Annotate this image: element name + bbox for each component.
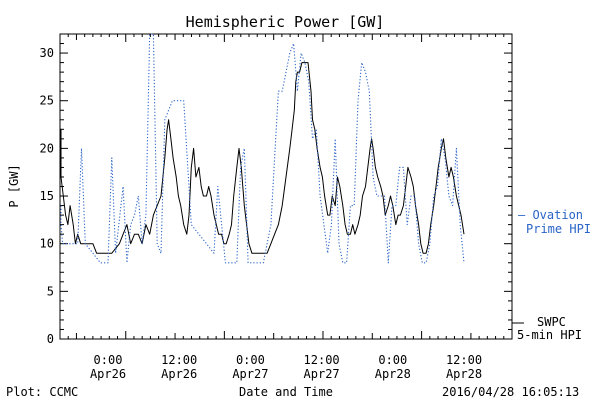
plot-border xyxy=(59,33,513,340)
series-line-swpc xyxy=(60,62,465,254)
x-tick-time: 12:00 xyxy=(446,353,482,367)
x-tick-date: Apr27 xyxy=(304,367,340,381)
series-layer xyxy=(60,33,465,264)
legend: — Ovation Prime HPI SWPC 5-min HPI xyxy=(512,208,591,342)
plot-frame xyxy=(59,33,513,340)
x-tick-date: Apr26 xyxy=(161,367,197,381)
y-tick-label: 25 xyxy=(40,94,54,108)
y-axis: 0 5 10 15 20 25 30 xyxy=(40,33,512,346)
x-tick-date: Apr28 xyxy=(446,367,482,381)
legend-ovation-line2: Prime HPI xyxy=(526,222,591,236)
x-tick-time: 0:00 xyxy=(94,353,123,367)
x-tick-date: Apr26 xyxy=(90,367,126,381)
x-axis-label: Date and Time xyxy=(239,385,333,399)
x-tick-date: Apr27 xyxy=(232,367,268,381)
footer-timestamp: 2016/04/28 16:05:13 xyxy=(442,385,579,399)
series-line-ovation xyxy=(60,33,465,264)
x-axis: 0:00Apr2612:00Apr260:00Apr2712:00Apr270:… xyxy=(59,34,513,381)
x-tick-time: 0:00 xyxy=(378,353,407,367)
x-tick-date: Apr28 xyxy=(375,367,411,381)
y-tick-label: 30 xyxy=(40,46,54,60)
y-tick-label: 5 xyxy=(47,284,54,298)
y-axis-label: P [GW] xyxy=(7,164,21,207)
y-tick-label: 20 xyxy=(40,141,54,155)
legend-swpc-line1: SWPC xyxy=(537,315,566,329)
y-tick-label: 15 xyxy=(40,189,54,203)
chart-title: Hemispheric Power [GW] xyxy=(186,13,385,31)
y-tick-label: 10 xyxy=(40,237,54,251)
x-tick-time: 0:00 xyxy=(236,353,265,367)
legend-swpc-line2: 5-min HPI xyxy=(517,328,582,342)
footer-plot-credit: Plot: CCMC xyxy=(6,385,78,399)
y-tick-label: 0 xyxy=(47,332,54,346)
x-tick-time: 12:00 xyxy=(304,353,340,367)
x-tick-time: 12:00 xyxy=(161,353,197,367)
legend-ovation-line1: — Ovation xyxy=(518,208,583,222)
